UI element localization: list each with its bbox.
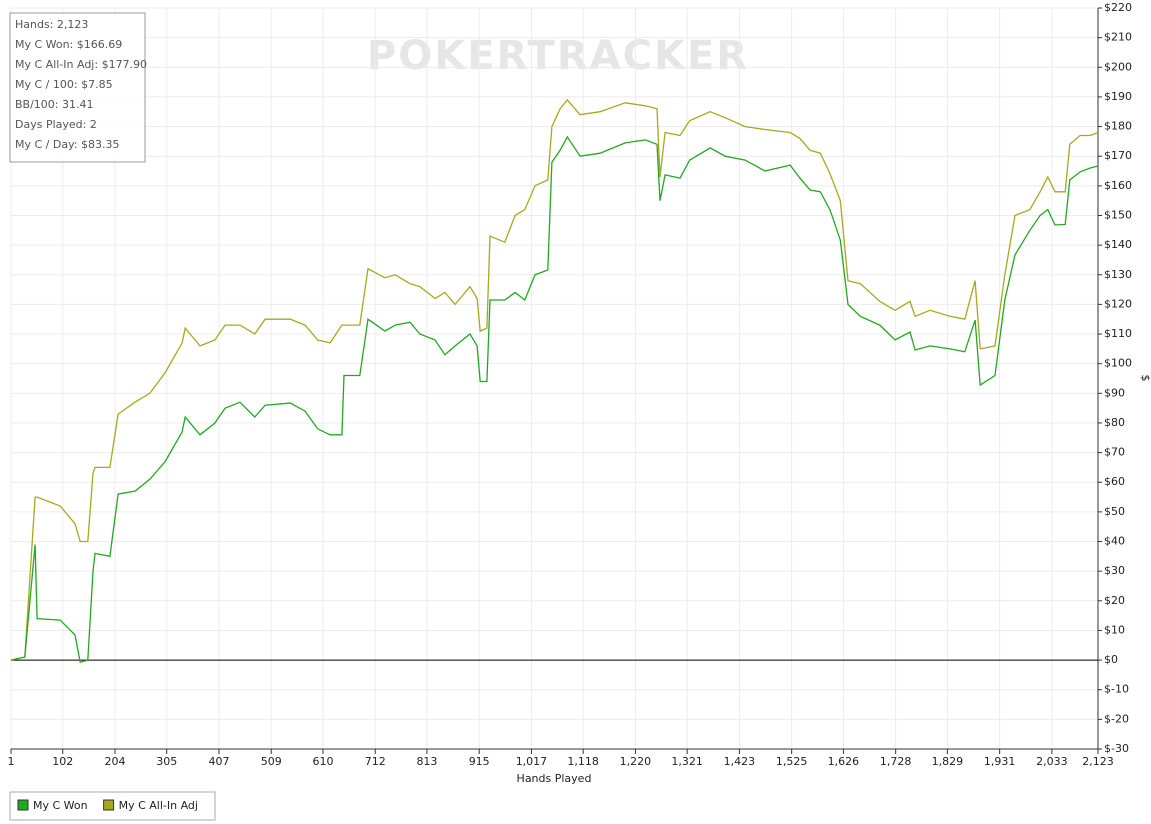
y-tick-label: $60 — [1104, 475, 1125, 488]
y-tick-label: $170 — [1104, 149, 1132, 162]
x-tick-label: 1,931 — [984, 755, 1016, 768]
y-tick-label: $80 — [1104, 416, 1125, 429]
x-tick-label: 1,017 — [516, 755, 548, 768]
stats-box — [9, 12, 146, 163]
y-tick-label: $160 — [1104, 179, 1132, 192]
x-axis-label: Hands Played — [517, 772, 592, 785]
x-tick-label: 1,829 — [932, 755, 964, 768]
x-tick-label: 610 — [312, 755, 333, 768]
y-tick-label: $70 — [1104, 446, 1125, 459]
y-tick-label: $0 — [1104, 653, 1118, 666]
stats-line: Hands: 2,123 — [15, 18, 88, 31]
y-tick-label: $90 — [1104, 386, 1125, 399]
stats-line: Days Played: 2 — [15, 118, 97, 131]
x-tick-label: 102 — [52, 755, 73, 768]
y-tick-label: $40 — [1104, 535, 1125, 548]
x-tick-label: 1,118 — [567, 755, 599, 768]
stats-line: BB/100: 31.41 — [15, 98, 94, 111]
y-tick-label: $190 — [1104, 90, 1132, 103]
stats-line: My C Won: $166.69 — [15, 38, 122, 51]
y-tick-label: $180 — [1104, 120, 1132, 133]
y-tick-label: $10 — [1104, 623, 1125, 636]
x-tick-label: 2,033 — [1036, 755, 1068, 768]
y-tick-label: $50 — [1104, 505, 1125, 518]
y-tick-label: $150 — [1104, 208, 1132, 221]
y-tick-label: $140 — [1104, 238, 1132, 251]
legend-label: My C Won — [33, 799, 88, 812]
x-tick-label: 1 — [8, 755, 15, 768]
legend: My C Won My C All-In Adj — [9, 791, 216, 821]
y-tick-label: $20 — [1104, 594, 1125, 607]
y-tick-label: $-30 — [1104, 742, 1129, 755]
x-tick-label: 509 — [261, 755, 282, 768]
stats-line: My C / Day: $83.35 — [15, 138, 120, 151]
x-tick-label: 407 — [208, 755, 229, 768]
x-tick-label: 813 — [416, 755, 437, 768]
watermark: POKERTRACKER — [367, 33, 749, 79]
y-tick-label: $210 — [1104, 31, 1132, 44]
legend-swatch — [17, 799, 29, 811]
y-tick-label: $130 — [1104, 268, 1132, 281]
x-tick-label: 1,220 — [620, 755, 652, 768]
y-tick-label: $200 — [1104, 60, 1132, 73]
legend-swatch — [103, 799, 115, 811]
legend-label: My C All-In Adj — [119, 799, 198, 812]
x-tick-label: 1,626 — [828, 755, 860, 768]
x-tick-label: 204 — [104, 755, 125, 768]
x-tick-label: 2,123 — [1082, 755, 1114, 768]
x-tick-label: 1,728 — [880, 755, 912, 768]
x-tick-label: 1,321 — [671, 755, 703, 768]
x-tick-label: 915 — [469, 755, 490, 768]
y-tick-label: $120 — [1104, 297, 1132, 310]
y-tick-label: $110 — [1104, 327, 1132, 340]
y-axis-label: $ — [1139, 375, 1151, 382]
series-line — [10, 135, 1099, 664]
y-tick-label: $-20 — [1104, 712, 1129, 725]
stats-line: My C / 100: $7.85 — [15, 78, 113, 91]
stats-line: My C All-In Adj: $177.90 — [15, 58, 147, 71]
x-tick-label: 1,423 — [724, 755, 756, 768]
x-tick-label: 712 — [365, 755, 386, 768]
y-tick-label: $30 — [1104, 564, 1125, 577]
y-tick-label: $-10 — [1104, 683, 1129, 696]
series-line — [10, 98, 1099, 661]
y-tick-label: $220 — [1104, 1, 1132, 14]
y-tick-label: $100 — [1104, 357, 1132, 370]
x-tick-label: 1,525 — [776, 755, 808, 768]
x-tick-label: 305 — [156, 755, 177, 768]
